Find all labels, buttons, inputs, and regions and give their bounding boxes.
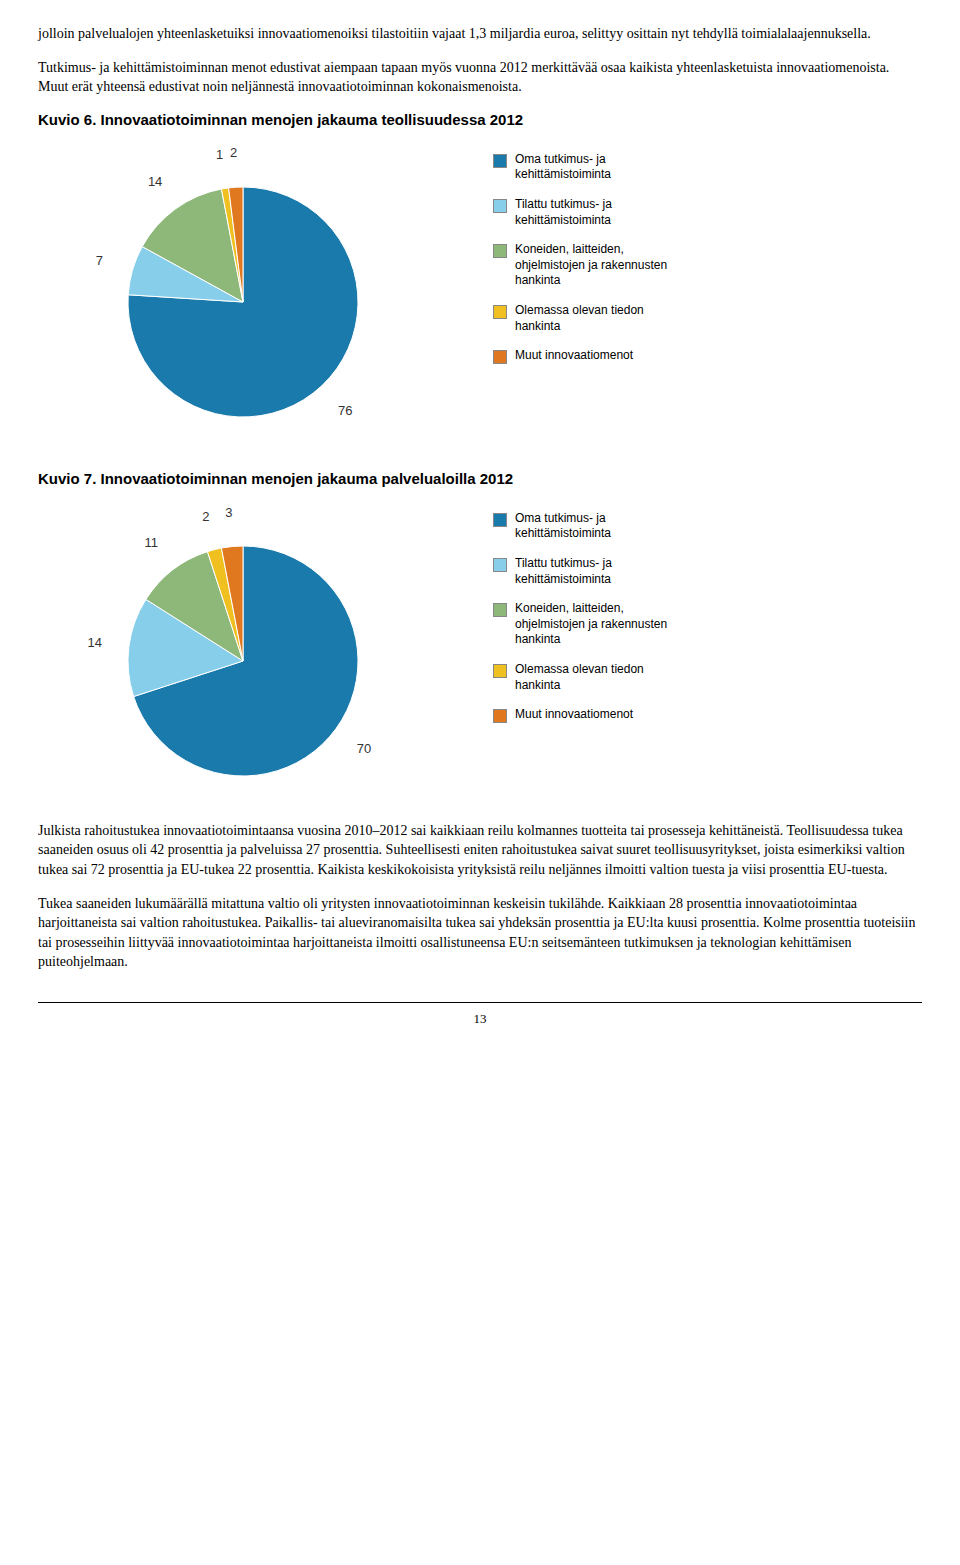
html-text:Julkista rahoitustukea innovaa: Julkista rahoitustukea innovaatiotoimint… [38, 822, 905, 877]
html-text:Kuvio 7. Innovaatiotoiminnan m: Kuvio 7. Innovaatiotoiminnan menojen jak… [38, 469, 514, 487]
svg-text:14: 14 [148, 173, 162, 188]
svg-text:76: 76 [338, 403, 352, 418]
svg-text:7: 7 [96, 253, 103, 268]
html-text:Tukea saaneiden lukumäärällä m: Tukea saaneiden lukumäärällä mitattuna v… [38, 895, 916, 970]
svg-text:11: 11 [145, 535, 159, 550]
html-text:Tilattu tutkimus- ja kehittämi: Tilattu tutkimus- ja kehittämistoiminta [515, 197, 612, 227]
html-text:Kuvio 6. Innovaatiotoiminnan m: Kuvio 6. Innovaatiotoiminnan menojen jak… [38, 110, 524, 128]
svg-text:3: 3 [225, 504, 232, 519]
svg-text:2: 2 [202, 508, 209, 523]
svg-text:1: 1 [216, 147, 223, 162]
html-text:Muut innovaatiomenot: Muut innovaatiomenot [515, 348, 634, 363]
html-text:Olemassa olevan tiedon hankint: Olemassa olevan tiedon hankinta [515, 661, 644, 692]
svg-text:2: 2 [230, 145, 237, 160]
html-text:jolloin palvelualojen yhteenla: jolloin palvelualojen yhteenlasketuiksi … [38, 26, 871, 41]
html-text:Tilattu tutkimus- ja kehittämi: Tilattu tutkimus- ja kehittämistoiminta [515, 556, 612, 586]
svg-text:70: 70 [357, 741, 371, 756]
html-text:Tutkimus- ja kehittämistoiminn: Tutkimus- ja kehittämistoiminnan menot e… [38, 59, 890, 95]
html-text:Muut innovaatiomenot: Muut innovaatiomenot [515, 707, 634, 722]
svg-text:14: 14 [87, 635, 101, 650]
html-text:Olemassa olevan tiedon hankint: Olemassa olevan tiedon hankinta [515, 302, 644, 333]
html-text:Oma tutkimus- ja kehittämistoi: Oma tutkimus- ja kehittämistoiminta [515, 151, 611, 182]
html-text:Koneiden, laitteiden, ohjelmis: Koneiden, laitteiden, ohjelmistojen ja r… [515, 601, 668, 647]
html-text:Oma tutkimus- ja kehittämistoi: Oma tutkimus- ja kehittämistoiminta [515, 510, 611, 541]
html-text:Koneiden, laitteiden, ohjelmis: Koneiden, laitteiden, ohjelmistojen ja r… [515, 242, 668, 288]
html-text:13: 13 [473, 1010, 487, 1026]
